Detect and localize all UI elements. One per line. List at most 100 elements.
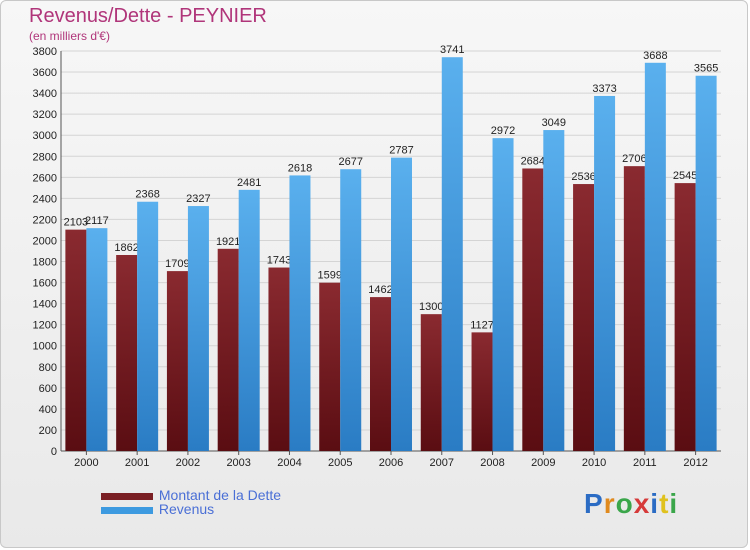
logo-letter: o	[615, 488, 634, 519]
y-tick-label: 3600	[33, 67, 57, 79]
legend-swatch-dette	[101, 492, 153, 500]
data-label-dette: 1127	[470, 319, 494, 331]
data-label-revenus: 2117	[85, 215, 109, 227]
y-tick-label: 3400	[33, 88, 57, 100]
data-label-revenus: 2677	[338, 156, 362, 168]
bar-dette	[674, 183, 696, 451]
bar-dette	[319, 282, 341, 451]
y-tick-label: 1600	[33, 278, 57, 290]
bar-dette	[370, 297, 391, 451]
y-tick-label: 3800	[33, 46, 57, 58]
logo-letter: t	[659, 488, 670, 519]
data-label-revenus: 3565	[694, 63, 718, 75]
data-label-dette: 1709	[165, 258, 189, 270]
y-tick-label: 1000	[33, 341, 57, 353]
data-label-revenus: 3049	[542, 117, 566, 129]
data-label-dette: 2706	[622, 153, 646, 165]
x-tick-label: 2012	[683, 457, 707, 469]
data-label-dette: 1599	[317, 270, 341, 282]
x-tick-label: 2009	[531, 457, 555, 469]
logo-letter: i	[650, 488, 660, 519]
bar-revenus	[340, 169, 362, 452]
data-label-dette: 1862	[114, 242, 138, 254]
x-tick-label: 2004	[277, 457, 301, 469]
bar-dette	[420, 314, 442, 451]
y-tick-label: 2200	[33, 214, 57, 226]
x-tick-label: 2001	[125, 457, 149, 469]
x-tick-label: 2010	[582, 457, 606, 469]
y-tick-label: 1200	[33, 320, 57, 332]
x-tick-label: 2003	[226, 457, 250, 469]
bar-revenus	[289, 175, 311, 451]
bar-revenus	[492, 138, 514, 451]
y-tick-label: 1800	[33, 257, 57, 269]
bar-dette	[166, 271, 188, 451]
bar-revenus	[543, 130, 565, 452]
data-label-revenus: 2481	[237, 177, 261, 189]
logo-letter: i	[669, 488, 679, 519]
y-tick-label: 200	[39, 425, 57, 437]
data-label-revenus: 2972	[491, 125, 515, 137]
data-label-dette: 2545	[673, 170, 697, 182]
legend-item-dette: Montant de la Dette	[101, 487, 281, 505]
x-tick-label: 2007	[430, 457, 454, 469]
data-label-dette: 1300	[419, 301, 443, 313]
legend-label-revenus: Revenus	[158, 501, 215, 517]
data-label-revenus: 3741	[440, 44, 464, 56]
data-label-revenus: 2368	[135, 189, 159, 201]
y-tick-label: 0	[51, 446, 57, 458]
data-label-dette: 2536	[571, 171, 595, 183]
data-label-dette: 1921	[216, 236, 240, 248]
logo-letter: P	[584, 488, 604, 519]
x-tick-label: 2000	[74, 457, 98, 469]
bar-dette	[522, 168, 544, 451]
chart-title: Revenus/Dette - PEYNIER	[29, 5, 267, 27]
x-tick-label: 2002	[176, 457, 200, 469]
y-tick-label: 800	[39, 362, 57, 374]
bar-dette	[573, 184, 595, 452]
bar-dette	[268, 267, 290, 451]
bar-revenus	[695, 75, 717, 451]
bar-revenus	[644, 62, 666, 451]
y-tick-label: 600	[39, 383, 57, 395]
y-tick-label: 2000	[33, 235, 57, 247]
data-label-dette: 2684	[521, 155, 545, 167]
y-tick-label: 1400	[33, 299, 57, 311]
data-label-revenus: 2327	[186, 193, 210, 205]
data-label-dette: 1462	[368, 284, 392, 296]
bar-dette	[623, 166, 645, 451]
bar-revenus	[594, 95, 616, 452]
bar-revenus	[187, 206, 209, 451]
logo-letter: r	[603, 488, 616, 519]
legend-label-dette: Montant de la Dette	[158, 487, 282, 503]
y-tick-label: 3200	[33, 109, 57, 121]
data-label-dette: 1743	[267, 255, 291, 267]
x-tick-label: 2008	[480, 457, 504, 469]
data-label-revenus: 3688	[643, 50, 667, 62]
y-tick-label: 400	[39, 404, 57, 416]
bar-dette	[217, 248, 239, 451]
data-label-revenus: 3373	[592, 83, 616, 95]
legend-item-revenus: Revenus	[101, 501, 214, 519]
x-tick-label: 2005	[328, 457, 352, 469]
logo-letter: x	[633, 488, 651, 519]
y-tick-label: 2800	[33, 151, 57, 163]
y-tick-label: 2600	[33, 172, 57, 184]
x-tick-label: 2006	[379, 457, 403, 469]
data-label-revenus: 2618	[288, 162, 312, 174]
bar-dette	[65, 229, 87, 451]
bar-revenus	[441, 57, 463, 452]
data-label-revenus: 2787	[389, 145, 413, 157]
legend-swatch-revenus	[101, 506, 153, 514]
bar-revenus	[391, 157, 412, 451]
bar-revenus	[137, 201, 159, 451]
x-tick-label: 2011	[633, 457, 657, 469]
proxiti-logo: Proxiti	[584, 488, 678, 520]
data-label-dette: 2103	[64, 217, 88, 229]
bar-dette	[471, 332, 493, 451]
bar-revenus	[238, 189, 260, 451]
y-tick-label: 3000	[33, 130, 57, 142]
bar-revenus	[86, 228, 108, 451]
